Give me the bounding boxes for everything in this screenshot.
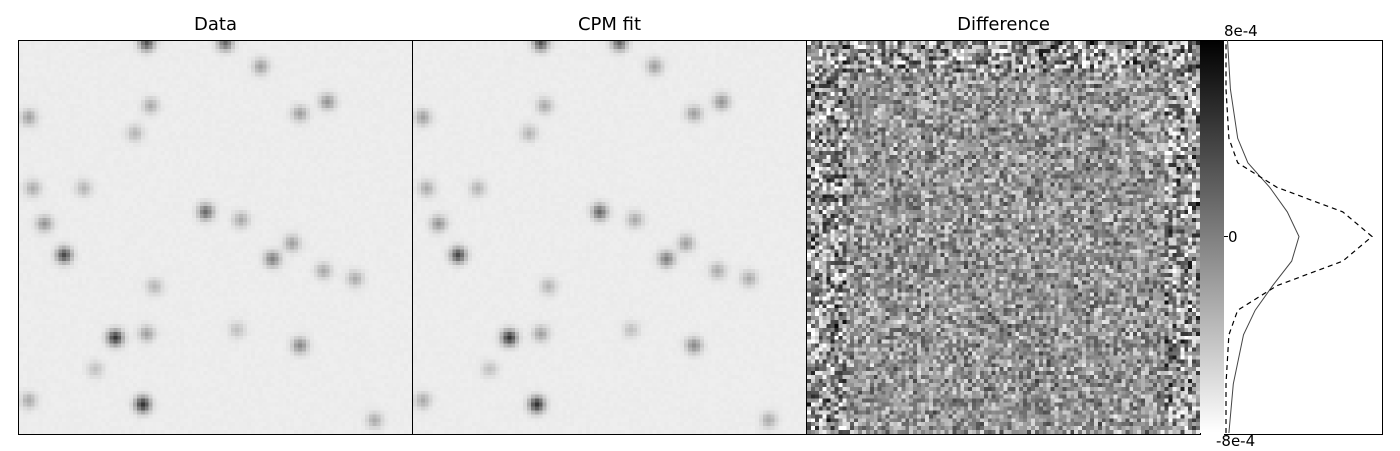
- colorbar-mid-label: 0: [1228, 228, 1238, 246]
- colorbar-mid-tick: [1224, 236, 1228, 237]
- data-image: [19, 41, 412, 434]
- title-data: Data: [194, 14, 237, 35]
- difference-image: [807, 41, 1200, 434]
- gaussian-fit-line: [1225, 40, 1373, 433]
- title-cpm-fit: CPM fit: [577, 14, 642, 35]
- histogram-line: [1227, 40, 1300, 433]
- colorbar-max-label: 8e-4: [1224, 22, 1258, 40]
- colorbar-min-label: -8e-4: [1216, 432, 1256, 450]
- colorbar: [1200, 40, 1224, 433]
- histogram-plot: [1225, 40, 1373, 433]
- data-image-panel: [18, 40, 413, 435]
- title-difference: Difference: [957, 14, 1050, 35]
- histogram-frame: [1224, 40, 1383, 435]
- difference-image-panel: [806, 40, 1201, 435]
- cpm-fit-image-panel: [412, 40, 807, 435]
- cpm-fit-image: [413, 41, 806, 434]
